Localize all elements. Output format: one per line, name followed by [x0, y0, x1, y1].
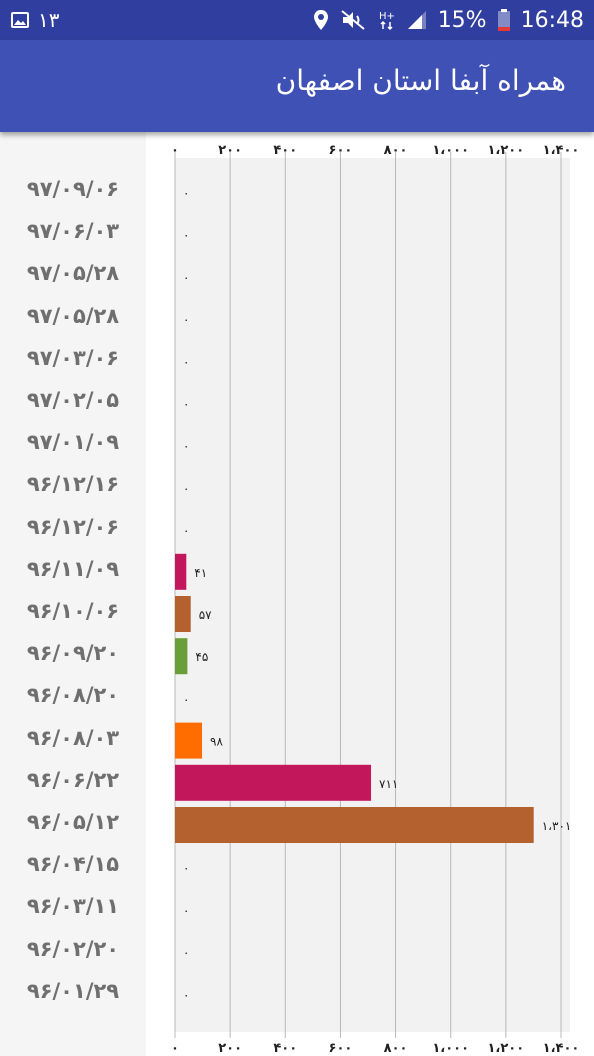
x-tick-label-top: ۱،۲۰۰ — [488, 143, 525, 158]
app-title: همراه آبفا استان اصفهان — [275, 64, 566, 97]
x-tick-label-top: ۱،۴۰۰ — [543, 143, 580, 158]
row-date-label: ۹۶/۱۱/۰۹ — [26, 556, 120, 581]
bar-value-label: ۰ — [183, 481, 189, 495]
bar-value-label: ۹۸ — [210, 735, 223, 749]
x-tick-label-top: ۸۰۰ — [384, 143, 408, 158]
row-date-label: ۹۶/۰۸/۰۳ — [26, 725, 120, 750]
row-date-label: ۹۶/۰۲/۲۰ — [26, 936, 120, 961]
status-bar-right: H+ 15% 16:48 — [312, 0, 584, 40]
bar-value-label: ۰ — [183, 524, 189, 538]
bar — [175, 722, 203, 759]
x-axis-bottom: ۰ ۲۰۰ ۴۰۰ ۶۰۰ ۸۰۰ ۱،۰۰۰ ۱،۲۰۰ ۱،۴۰۰ — [171, 1041, 579, 1056]
status-bar-left: ۱۳ — [10, 0, 59, 40]
data-hplus-icon: H+ — [378, 9, 396, 31]
bar — [175, 596, 191, 632]
row-date-label: ۹۶/۱۰/۰۶ — [26, 599, 120, 623]
row-date-label: ۹۷/۰۱/۰۹ — [26, 430, 120, 455]
bar-value-label: ۷۱۱ — [379, 777, 398, 791]
row-date-label: ۹۶/۰۶/۲۲ — [26, 767, 120, 792]
signal-icon — [406, 9, 428, 31]
row-date-label: ۹۷/۰۵/۲۸ — [26, 303, 120, 328]
row-date-label: ۹۶/۰۸/۲۰ — [26, 683, 120, 708]
x-tick-label-top: ۲۰۰ — [218, 143, 242, 158]
bar-value-label: ۰ — [183, 228, 189, 242]
mute-icon — [340, 9, 368, 31]
row-date-label: ۹۶/۰۳/۱۱ — [26, 894, 120, 919]
x-tick-label-bottom: ۸۰۰ — [384, 1041, 408, 1056]
status-bar: ۱۳ H+ 15% 16:48 — [0, 0, 594, 40]
date-label-column: ۹۷/۰۹/۰۶ ۹۷/۰۶/۰۳ ۹۷/۰۵/۲۸ ۹۷/۰۵/۲۸ ۹۷/۰۳/۰۶… — [0, 132, 146, 1056]
row-date-label: ۹۷/۰۲/۰۵ — [26, 388, 120, 412]
bar-value-label: ۰ — [183, 692, 189, 706]
x-tick-label-top: ۰ — [171, 143, 179, 158]
bar-value-label: ۰ — [183, 397, 189, 411]
bar-value-label: ۴۱ — [194, 566, 207, 580]
row-date-label: ۹۶/۱۲/۰۶ — [26, 514, 120, 539]
row-date-label: ۹۷/۰۵/۲۸ — [26, 261, 120, 286]
x-tick-label-bottom: ۱،۰۰۰ — [432, 1041, 469, 1056]
x-tick-label-bottom: ۲۰۰ — [218, 1041, 242, 1056]
row-date-label: ۹۶/۰۱/۲۹ — [26, 978, 120, 1003]
bar-value-label: ۰ — [183, 988, 189, 1002]
bar-value-label: ۰ — [183, 313, 189, 327]
image-icon — [10, 10, 30, 30]
bar-value-label: ۰ — [183, 439, 189, 453]
plot-background — [175, 158, 570, 1032]
row-date-label: ۹۷/۰۹/۰۶ — [26, 177, 120, 201]
x-tick-label-bottom: ۰ — [171, 1041, 179, 1056]
row-date-label: ۹۶/۰۹/۲۰ — [26, 641, 120, 666]
x-tick-label-bottom: ۴۰۰ — [273, 1041, 297, 1056]
bars: ۰ ۰ ۰ ۰ ۰ ۰ ۰ ۰ ۰ ۴۱ ۵۷ ۴۵ ۰ ۹۸ ۷۱۱ ۱،۳۰۱ ۰ ۰ ۰ ۰ — [175, 186, 571, 1002]
x-tick-label-bottom: ۶۰۰ — [329, 1041, 353, 1056]
bar-value-label: ۰ — [183, 270, 189, 284]
x-tick-label-top: ۴۰۰ — [273, 143, 297, 158]
x-tick-label-bottom: ۱،۴۰۰ — [543, 1041, 580, 1056]
svg-text:H+: H+ — [379, 11, 395, 22]
x-tick-label-top: ۶۰۰ — [329, 143, 353, 158]
grid-lines — [174, 152, 562, 1038]
battery-percent: 15% — [437, 7, 487, 33]
bar-value-label: ۴۵ — [195, 650, 208, 664]
notification-count: ۱۳ — [38, 8, 60, 32]
row-date-label: ۹۷/۰۶/۰۳ — [26, 219, 120, 244]
bar-value-label: ۰ — [183, 186, 189, 200]
row-date-label: ۹۶/۰۵/۱۲ — [26, 810, 120, 834]
row-date-label: ۹۶/۱۲/۱۶ — [26, 472, 120, 497]
bar — [175, 764, 372, 801]
bar-value-label: ۱،۳۰۱ — [542, 819, 572, 833]
bar-value-label: ۰ — [183, 861, 189, 875]
bar-chart: ۰ ۰ ۰ ۰ ۰ ۰ ۰ ۰ ۰ ۴۱ ۵۷ ۴۵ ۰ ۹۸ ۷۱۱ ۱،۳۰۱ ۰ ۰ ۰ ۰ ۰ ۲۰۰ ۴۰۰ ۶۰… — [171, 143, 579, 1056]
x-axis-top: ۰ ۲۰۰ ۴۰۰ ۶۰۰ ۸۰۰ ۱،۰۰۰ ۱،۲۰۰ ۱،۴۰۰ — [171, 143, 579, 158]
x-tick-label-top: ۱،۰۰۰ — [432, 143, 469, 158]
clock: 16:48 — [520, 7, 584, 33]
row-date-label: ۹۶/۰۴/۱۵ — [26, 852, 120, 877]
bar-value-label: ۵۷ — [199, 608, 212, 622]
battery-icon — [497, 8, 511, 32]
bar-value-label: ۰ — [183, 355, 189, 369]
location-icon — [312, 9, 330, 31]
bar — [175, 553, 187, 590]
app-bar: همراه آبفا استان اصفهان — [0, 40, 594, 132]
x-tick-label-bottom: ۱،۲۰۰ — [488, 1041, 525, 1056]
bar — [175, 638, 188, 675]
row-date-label: ۹۷/۰۳/۰۶ — [26, 345, 120, 370]
bar-value-label: ۰ — [183, 903, 189, 917]
bar-value-label: ۰ — [183, 946, 189, 960]
bar — [175, 807, 534, 843]
